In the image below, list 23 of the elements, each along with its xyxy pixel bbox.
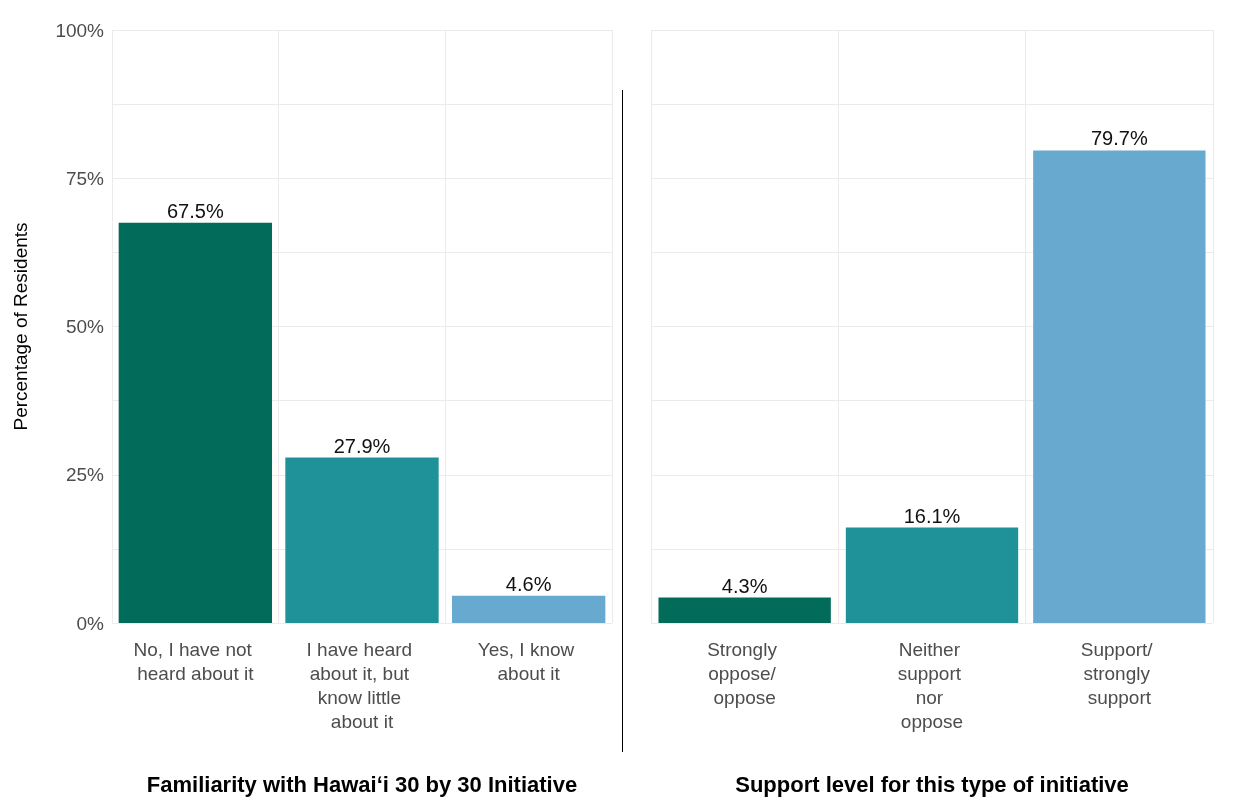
data-label: 67.5%: [166, 199, 224, 222]
x-tick-label: No, I have not heard about it: [133, 638, 258, 684]
bar: [285, 457, 439, 623]
x-axis-title: Support level for this type of initiative: [735, 771, 1129, 797]
y-tick-label: 75%: [65, 167, 105, 189]
bar: [452, 595, 606, 623]
x-tick-label: Neither support nor oppose: [897, 638, 967, 732]
data-label: 4.6%: [505, 572, 552, 595]
bar: [118, 222, 272, 623]
y-tick-label: 25%: [65, 464, 105, 486]
y-tick-label: 100%: [55, 19, 105, 41]
data-label: 27.9%: [333, 434, 391, 457]
x-tick-label: Support/ strongly support: [1080, 638, 1158, 708]
data-label: 16.1%: [903, 504, 961, 527]
y-tick-label: 50%: [65, 316, 105, 337]
data-label: 79.7%: [1090, 127, 1148, 150]
y-tick-label: 0%: [76, 612, 105, 634]
x-axis-title: Familiarity with Hawaiʻi 30 by 30 Initiative: [146, 771, 578, 797]
y-axis-title: Percentage of Residents: [10, 222, 31, 431]
data-label: 4.3%: [721, 574, 768, 597]
x-tick-label: Yes, I know about it: [477, 638, 580, 684]
x-tick-label: Strongly oppose/ oppose: [707, 638, 783, 708]
x-tick-label: I have heard about it, but know little about it: [306, 638, 418, 732]
